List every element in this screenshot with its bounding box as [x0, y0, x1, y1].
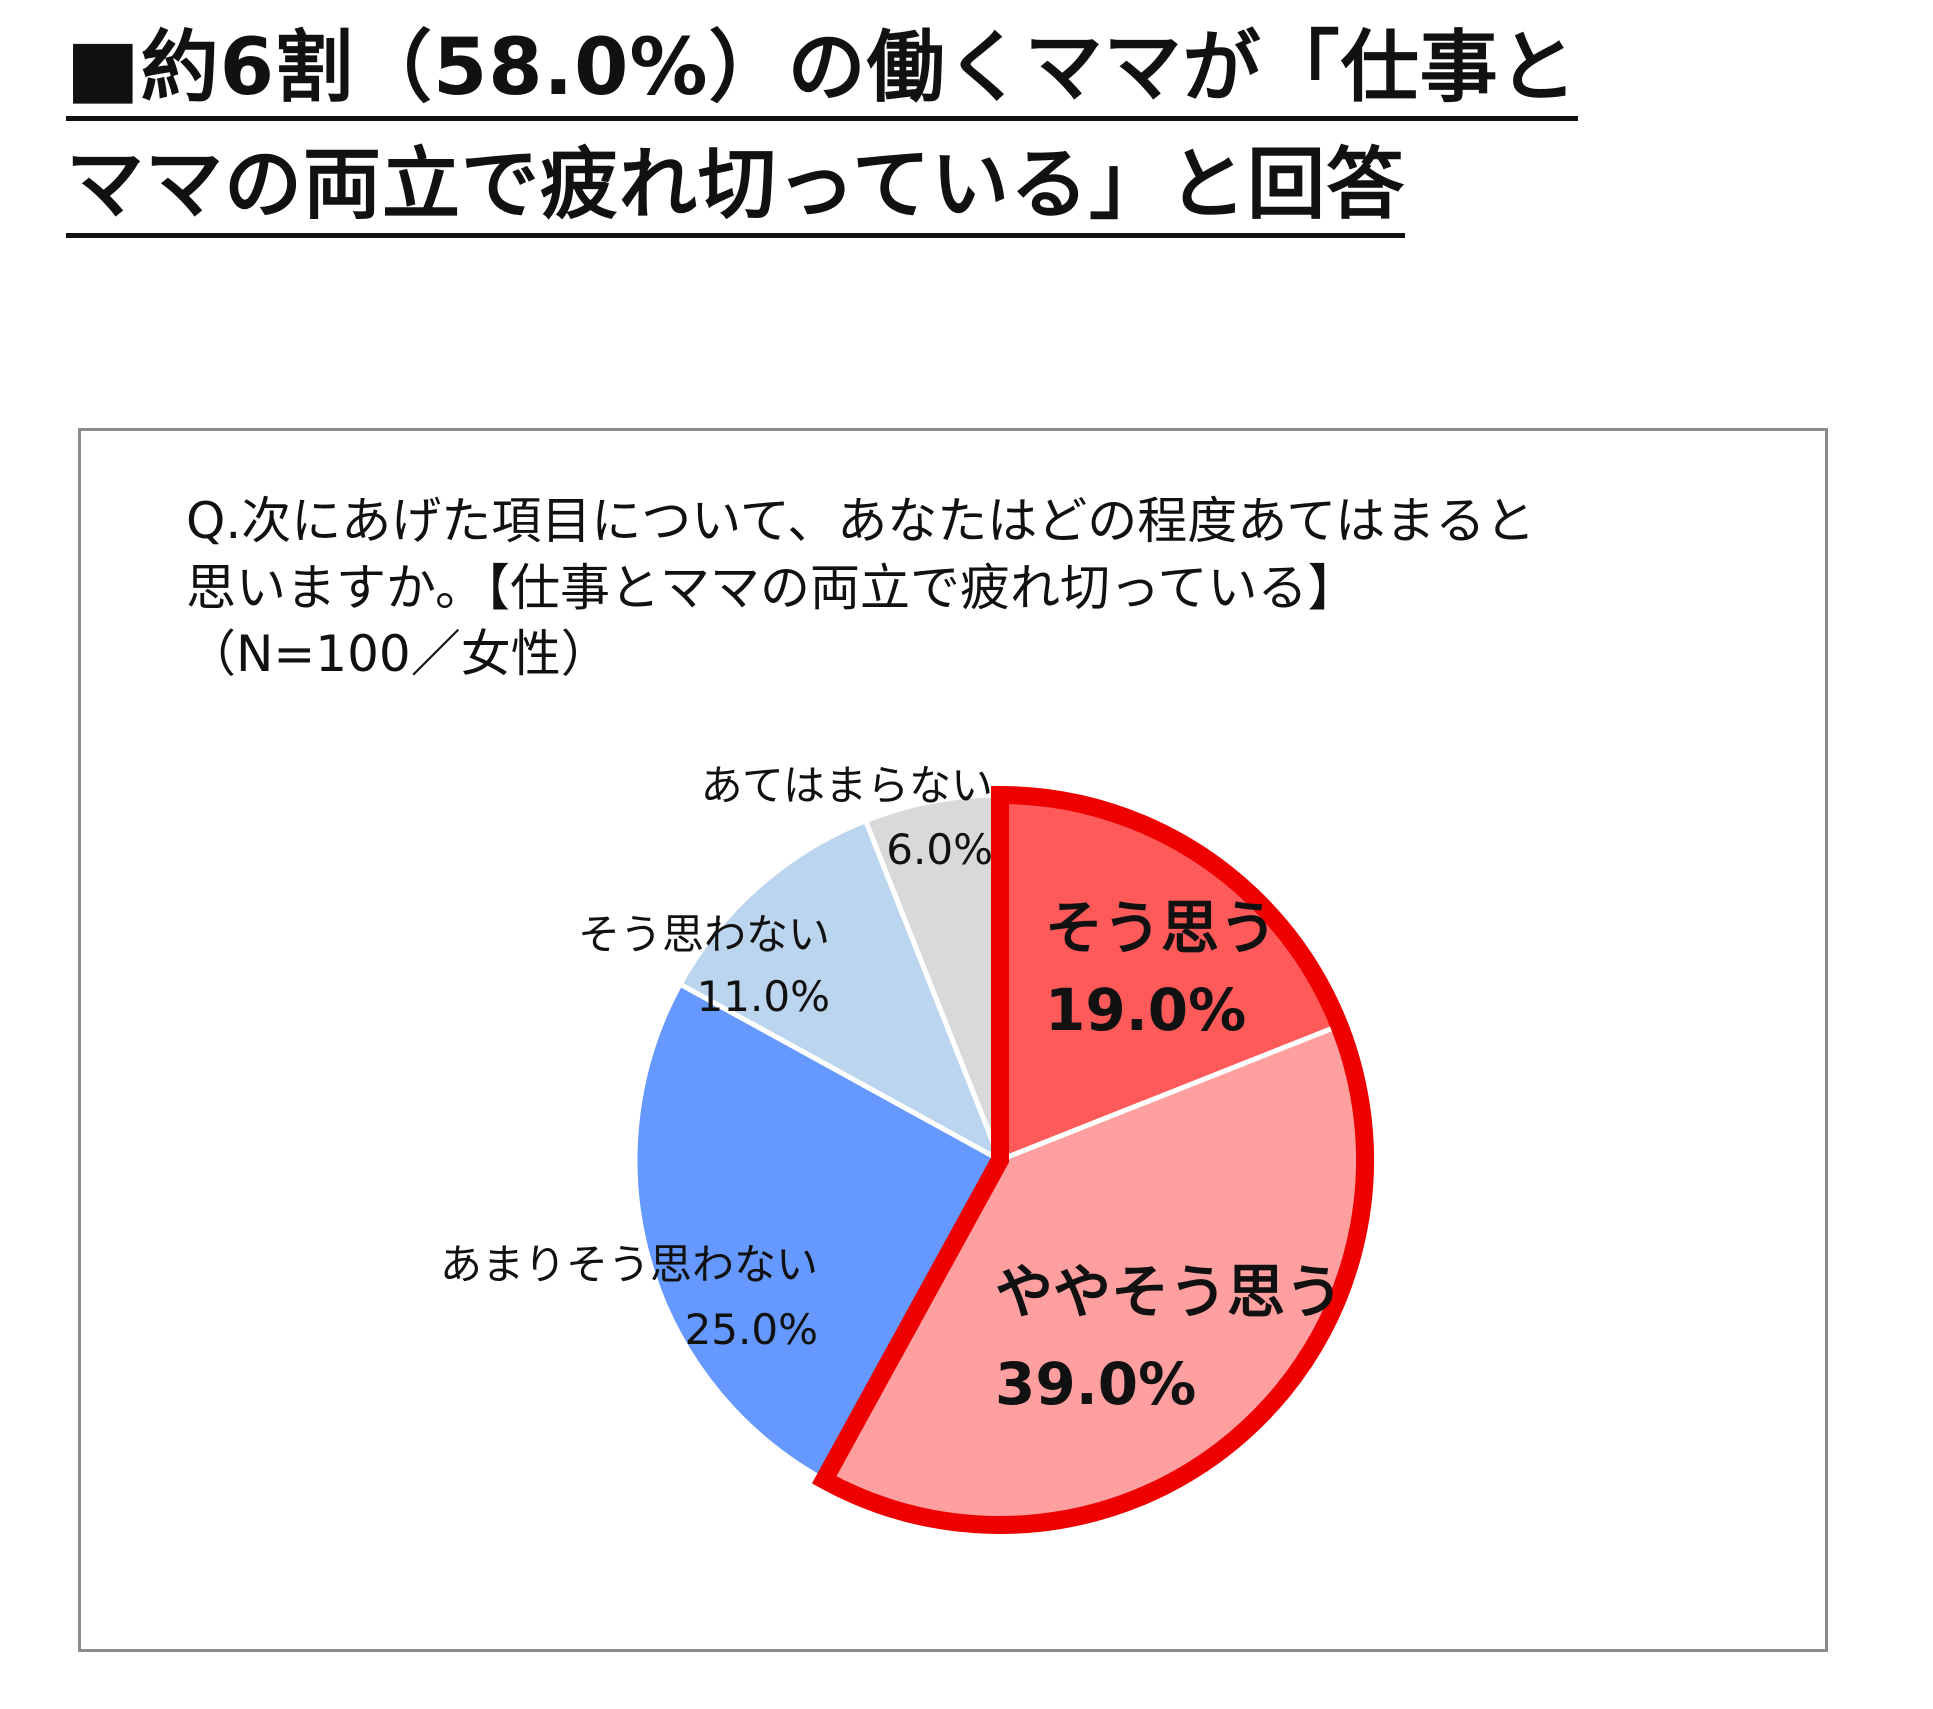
question-line-1: Q.次にあげた項目について、あなたはどの程度あてはまると: [186, 492, 1536, 550]
pie-label-value-3: 11.0%: [697, 972, 830, 1021]
pie-label-name-4: あてはまらない: [701, 761, 993, 810]
pie-label-name-2: あまりそう思わない: [440, 1240, 818, 1289]
pie-label-value-4: 6.0%: [886, 825, 993, 874]
pie-label-name-3: そう思わない: [578, 910, 830, 959]
pie-label-value-1: 39.0%: [995, 1350, 1196, 1418]
pie-label-value-0: 19.0%: [1045, 976, 1246, 1044]
pie-label-value-2: 25.0%: [685, 1305, 818, 1354]
headline: ■約6割（58.0%）の働くママが「仕事と ママの両立で疲れ切っている」と回答: [66, 22, 1846, 239]
question-line-3: （N=100／女性）: [186, 625, 611, 683]
pie-label-name-1: ややそう思う: [995, 1258, 1343, 1326]
pie-labels: そう思う 19.0% ややそう思う 39.0% あまりそう思わない 25.0% そう思わない…: [440, 761, 1343, 1418]
headline-line-2: ママの両立で疲れ切っている」と回答: [66, 139, 1406, 239]
question-line-2: 思いますか。【仕事とママの両立で疲れ切っている】: [186, 558, 1358, 617]
pie-slices: [632, 792, 1368, 1528]
question-text: Q.次にあげた項目について、あなたはどの程度あてはまると 思いますか。【仕事とマ…: [186, 488, 1746, 688]
pie-highlight-outline: [811, 785, 1374, 1534]
headline-line-1: ■約6割（58.0%）の働くママが「仕事と: [66, 22, 1578, 122]
chart-frame: [78, 428, 1828, 1652]
pie-slice-3: [677, 818, 1003, 1163]
pie-slice-2: [632, 981, 1003, 1483]
pie-label-name-0: そう思う: [1045, 894, 1277, 962]
